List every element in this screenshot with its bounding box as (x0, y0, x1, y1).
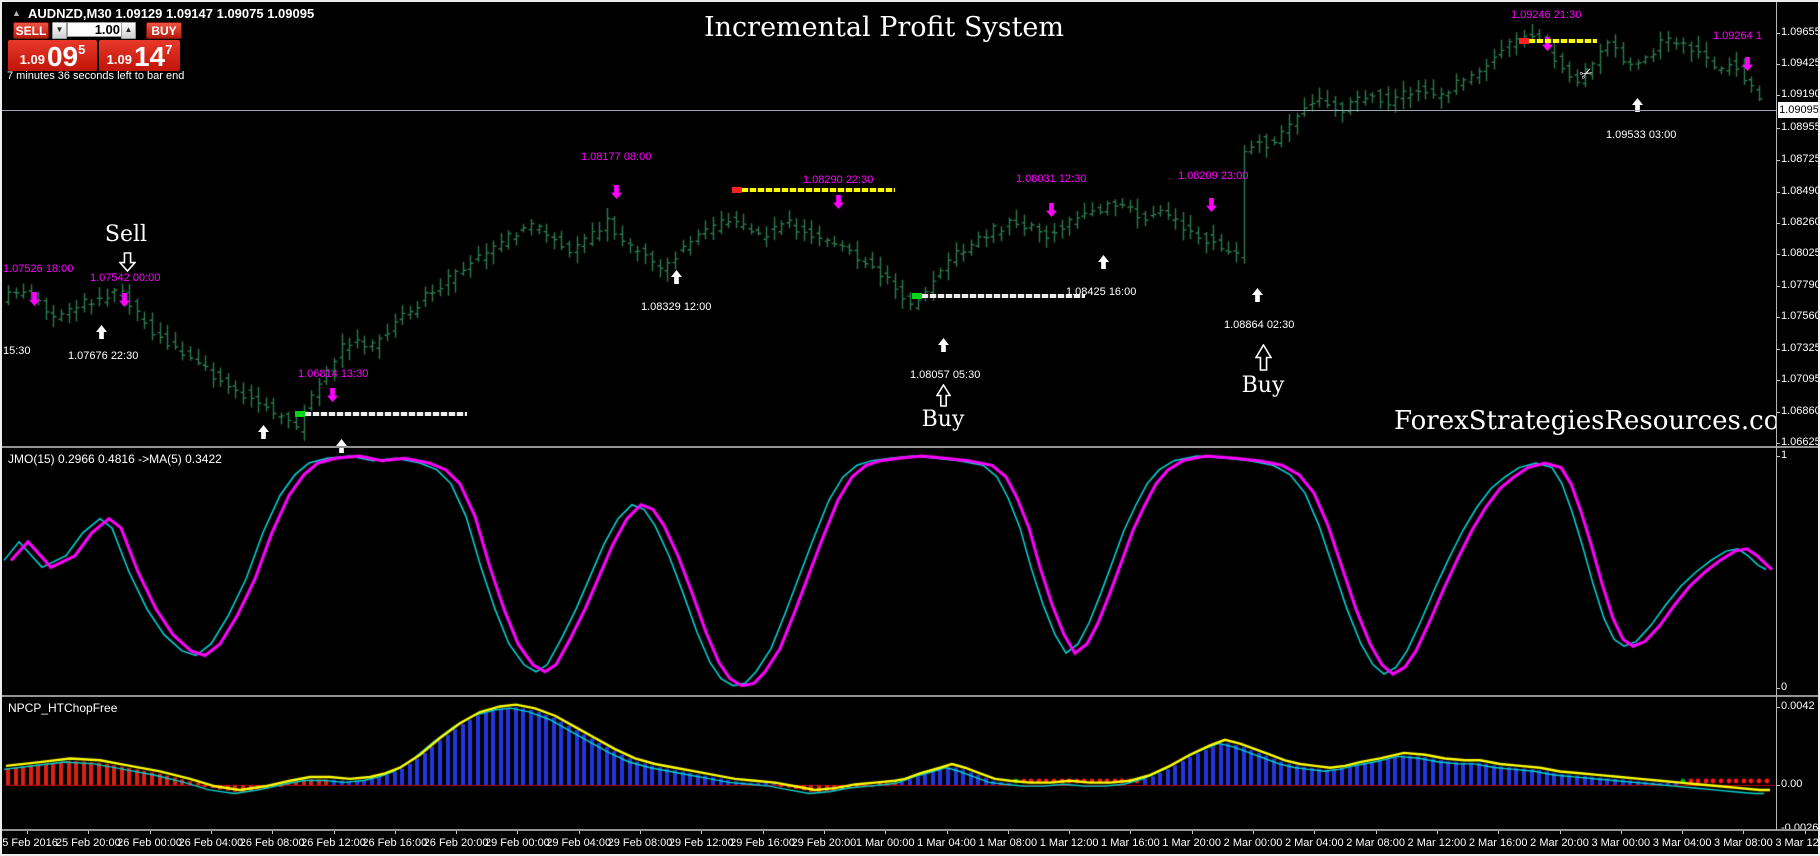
volume-input[interactable] (67, 22, 125, 37)
signal-line-block (1519, 38, 1529, 44)
price-time-label: 1.08177 08:00 (581, 151, 652, 163)
buy-price-prefix: 1.09 (106, 52, 132, 67)
buy-signal-arrow-icon (336, 439, 347, 453)
sell-hollow-arrow-icon (118, 252, 136, 272)
current-price-line (2, 110, 1777, 111)
signal-level-line (1529, 39, 1597, 43)
sell-signal-arrow-icon (1742, 57, 1753, 71)
signal-line-block (912, 293, 922, 299)
watermark: ForexStrategiesResources.com (1394, 406, 1777, 436)
sell-price-prefix: 1.09 (19, 52, 45, 67)
price-time-label: 1.09264 1 (1713, 30, 1762, 42)
signal-text: Sell (104, 222, 148, 247)
buy-hollow-arrow-icon (935, 384, 951, 407)
buy-price-display[interactable]: 1.09 14 7 (99, 40, 180, 71)
sell-price-big: 09 (46, 41, 79, 72)
price-time-label: 15:30 (3, 345, 31, 357)
buy-signal-arrow-icon (938, 338, 949, 352)
price-time-label: 1.09246 21:30 (1511, 9, 1582, 21)
buy-price-sup: 7 (165, 42, 173, 57)
buy-signal-arrow-icon (1098, 255, 1109, 269)
sell-signal-arrow-icon (29, 292, 40, 306)
sell-signal-arrow-icon (119, 293, 130, 307)
signal-level-line (305, 412, 467, 416)
price-time-label: 1.07676 22:30 (68, 350, 139, 362)
buy-signal-arrow-icon (258, 425, 269, 439)
sell-signal-arrow-icon (1046, 203, 1057, 217)
buy-signal-arrow-icon (1252, 288, 1263, 302)
signal-text: Buy (921, 407, 965, 432)
buy-signal-arrow-icon (96, 325, 107, 339)
jmo-indicator-label: JMO(15) 0.2966 0.4816 ->MA(5) 0.3422 (8, 452, 222, 466)
sell-price-display[interactable]: 1.09 09 5 (8, 40, 97, 71)
sell-signal-arrow-icon (611, 185, 622, 199)
price-time-label: 1.08425 16:00 (1066, 286, 1137, 298)
buy-signal-arrow-icon (671, 270, 682, 284)
signal-text: Buy (1241, 373, 1285, 398)
buy-button[interactable]: BUY (146, 22, 182, 39)
sell-signal-arrow-icon (1542, 37, 1553, 51)
price-time-label: 1.06814 13:30 (298, 368, 369, 380)
sell-button[interactable]: SELL (13, 22, 49, 39)
buy-hollow-arrow-icon (1254, 344, 1272, 371)
buy-signal-arrow-icon (1632, 98, 1643, 112)
sell-signal-arrow-icon (833, 195, 844, 209)
price-time-label: 1.08209 23:00 (1178, 170, 1249, 182)
volume-up-button[interactable]: ▲ (121, 22, 136, 39)
sell-price-sup: 5 (78, 42, 86, 57)
price-time-label: 1.08864 02:30 (1224, 319, 1295, 331)
sell-signal-arrow-icon (327, 388, 338, 402)
chart-title: Incremental Profit System (703, 12, 1065, 43)
price-time-label: 1.08057 05:30 (910, 369, 981, 381)
price-time-label: 1.07542 00:00 (90, 272, 161, 284)
price-time-label: 1.08031 12:30 (1016, 173, 1087, 185)
signal-level-line (922, 294, 1085, 298)
signal-line-block (295, 411, 305, 417)
buy-price-big: 14 (133, 41, 166, 72)
price-time-label: 1.07526 18:00 (3, 263, 74, 275)
price-time-label: 1.08290 22:30 (803, 174, 874, 186)
volume-down-button[interactable]: ▼ (52, 22, 67, 39)
sell-signal-arrow-icon (1206, 198, 1217, 212)
price-time-label: 1.08329 12:00 (641, 301, 712, 313)
price-time-label: 1.09533 03:00 (1606, 129, 1677, 141)
bar-countdown-text: 7 minutes 36 seconds left to bar end (7, 70, 185, 82)
signal-line-block (732, 187, 742, 193)
chart-overlays: Incremental Profit System ForexStrategie… (2, 9, 1777, 453)
signal-level-line (742, 188, 895, 192)
collapse-triangle-icon[interactable]: ▲ (12, 8, 21, 18)
scissors-cursor-icon: ✂ (1577, 63, 1597, 86)
npcp-indicator-label: NPCP_HTChopFree (8, 701, 118, 715)
window-caption: AUDNZD,M30 1.09129 1.09147 1.09075 1.090… (28, 6, 315, 21)
